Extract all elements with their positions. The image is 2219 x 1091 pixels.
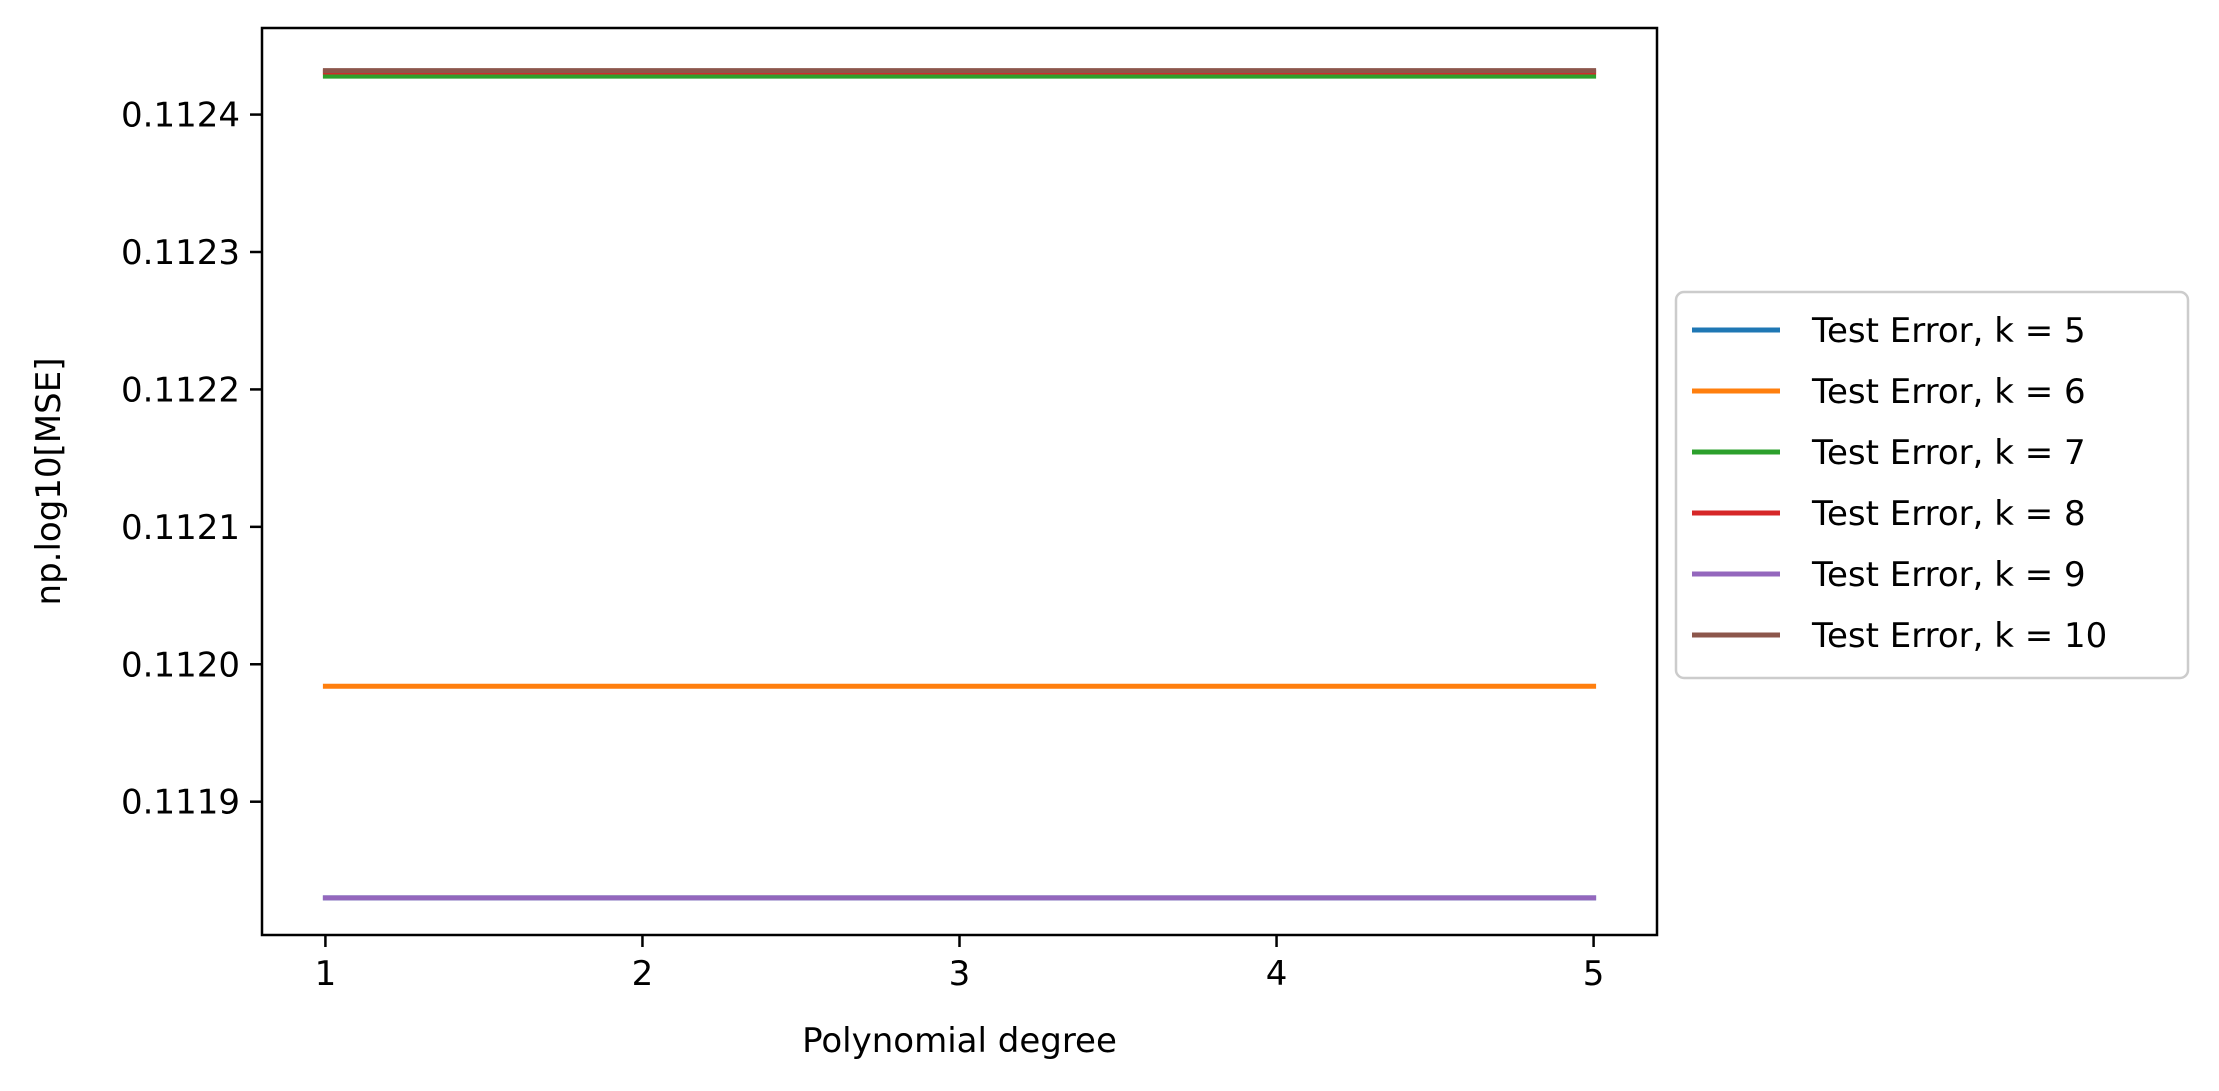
legend-label-1: Test Error, k = 5 (1811, 311, 2086, 351)
x-axis-label: Polynomial degree (802, 1021, 1117, 1061)
y-axis: 0.1119 0.1120 0.1121 0.1122 0.1123 0.1124 (121, 96, 262, 823)
y-tick-label: 0.1123 (121, 233, 240, 273)
legend-box (1674, 290, 2190, 680)
x-tick-label: 5 (1583, 954, 1605, 994)
y-tick-label: 0.1120 (121, 645, 240, 685)
y-tick-label: 0.1121 (121, 508, 240, 548)
legend: Test Error, k = 5 Test Error, k = 6 Test E… (1674, 290, 2190, 680)
y-tick-label: 0.1119 (121, 783, 240, 823)
x-tick-label: 1 (315, 954, 337, 994)
y-tick-label: 0.1124 (121, 96, 240, 136)
y-tick-label: 0.1122 (121, 370, 240, 410)
legend-label-5: Test Error, k = 9 (1811, 555, 2086, 595)
series-layer (322, 68, 1597, 901)
x-tick-label: 3 (949, 954, 971, 994)
legend-label-6: Test Error, k = 10 (1811, 616, 2107, 656)
legend-label-4: Test Error, k = 8 (1811, 494, 2086, 534)
x-tick-label: 4 (1266, 954, 1288, 994)
legend-label-3: Test Error, k = 7 (1811, 433, 2086, 473)
x-axis: 1 2 3 4 5 (315, 935, 1605, 994)
x-tick-label: 2 (632, 954, 654, 994)
y-axis-label: np.log10[MSE] (29, 358, 69, 606)
legend-label-2: Test Error, k = 6 (1811, 372, 2086, 412)
